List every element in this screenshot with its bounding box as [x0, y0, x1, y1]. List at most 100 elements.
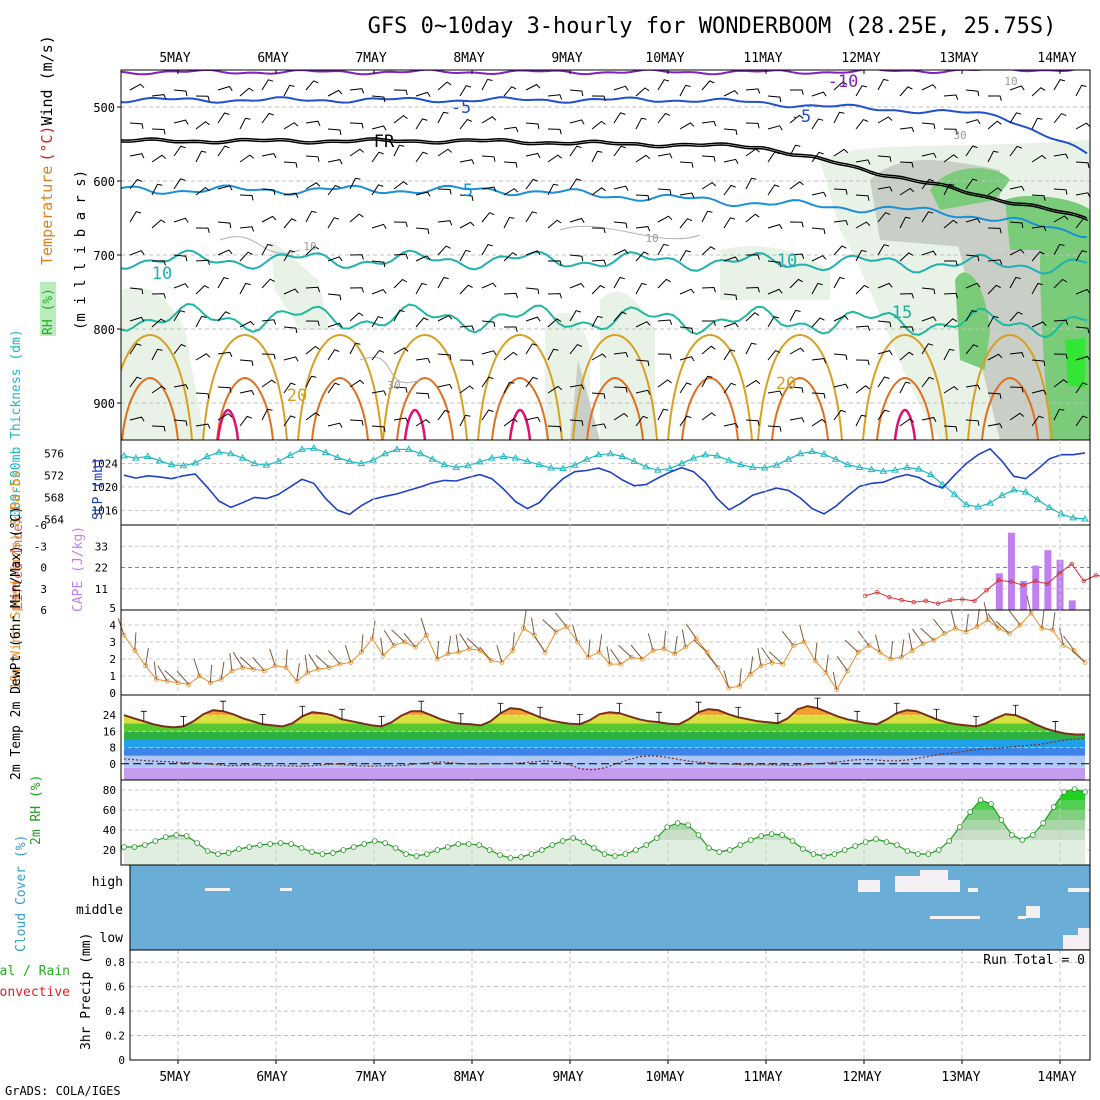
rh-shade — [720, 246, 830, 300]
minmax-bar — [1052, 721, 1059, 732]
rh-marker — [633, 847, 639, 853]
contour-20 — [202, 333, 288, 440]
wind-barb — [613, 185, 629, 191]
top-day-label: 10MAY — [645, 51, 684, 66]
bottom-day-label: 14MAY — [1037, 1070, 1076, 1085]
rh-tick: 60 — [103, 804, 116, 817]
upper-air-rh-label: RH (%) — [41, 288, 56, 335]
wind-barb — [921, 343, 934, 355]
rh-shade — [1065, 338, 1085, 388]
wind-barb — [723, 670, 730, 689]
wind-barb — [193, 658, 201, 677]
chart-title: GFS 0~10day 3-hourly for WONDERBOOM (28.… — [368, 14, 1057, 39]
rh-marker — [956, 824, 963, 830]
wind-barb — [371, 95, 386, 103]
wind-barb — [987, 392, 1002, 399]
thickness-line — [123, 447, 1086, 520]
wind-barb — [899, 418, 915, 427]
wind-barb — [415, 118, 428, 130]
wind-barb — [767, 125, 783, 131]
wind-barb — [437, 353, 452, 360]
wind-barb — [371, 125, 387, 131]
wind-barb — [855, 414, 867, 427]
wind-barb — [789, 278, 804, 289]
wind-barb — [635, 154, 651, 163]
thickness-marker — [891, 466, 900, 473]
wind-barb — [239, 87, 254, 97]
wind-barb — [173, 283, 189, 289]
wind-barb — [261, 243, 273, 256]
thickness-marker — [867, 465, 876, 473]
wind-barb — [1075, 161, 1090, 168]
upper-air-ylabel-part: Wind (m/s) — [38, 35, 56, 125]
wind-barb — [437, 188, 452, 195]
wind-barb — [663, 630, 667, 649]
wind-barb — [855, 221, 871, 229]
temp-band — [124, 747, 1085, 756]
wind-barb — [613, 386, 628, 393]
wind-barb — [767, 316, 780, 328]
thickness-marker — [760, 463, 769, 471]
wind-barb — [745, 254, 760, 260]
rh-marker — [267, 841, 274, 847]
lifted-index-marker — [1093, 573, 1099, 578]
wind-barb — [613, 145, 626, 157]
wind-barb — [635, 194, 650, 201]
rh-marker — [1082, 789, 1088, 795]
wind-barb — [723, 217, 736, 229]
wind-barb — [1053, 243, 1065, 256]
wind-barb — [283, 122, 299, 130]
cloud-cell — [280, 888, 292, 891]
bottom-day-label: 10MAY — [645, 1070, 684, 1085]
contour-label: 15 — [892, 303, 912, 323]
wind-barb — [877, 282, 893, 289]
wind-barb — [503, 161, 518, 168]
wind-barb — [327, 293, 342, 301]
minmax-bar — [695, 701, 702, 713]
wind-tick: 5 — [109, 602, 116, 615]
wind-barb — [437, 148, 453, 157]
wind-barb — [899, 351, 914, 361]
wind-barb — [1059, 627, 1064, 646]
wind-barb — [176, 670, 190, 685]
temp-band — [124, 767, 1085, 780]
wind-barb — [701, 181, 717, 190]
wind-barb — [459, 284, 473, 295]
wind-barb — [877, 155, 892, 162]
wind-barb — [1009, 248, 1025, 256]
wind-barb — [855, 249, 867, 262]
wind-barb — [987, 423, 1003, 429]
cape-bar — [1007, 532, 1015, 610]
thickness-marker — [499, 452, 508, 459]
rh-ylabel: 2m RH (%) — [29, 775, 44, 845]
wind-speed-marker — [272, 663, 278, 669]
wind-speed-marker — [650, 648, 656, 653]
wind-barb — [761, 647, 773, 663]
wind-barb — [349, 287, 364, 293]
cloud-cell — [968, 888, 978, 892]
wind-speed-marker — [931, 637, 937, 643]
wind-barb — [195, 392, 210, 399]
thickness-marker — [725, 456, 733, 463]
wind-barb — [833, 315, 849, 322]
wind-barb — [371, 184, 384, 196]
wind-barb — [361, 634, 364, 653]
rh-marker — [821, 853, 827, 859]
wind-barb — [261, 408, 273, 421]
wind-barb — [547, 385, 563, 394]
wind-barb — [151, 348, 163, 361]
wind-barb — [995, 620, 1010, 634]
rh-marker — [841, 847, 848, 853]
wind-speed-marker — [1082, 660, 1088, 665]
rh-contour — [359, 356, 421, 384]
thickness-marker — [262, 461, 271, 468]
cloud-level-label: high — [92, 875, 123, 890]
wind-barb — [283, 415, 296, 427]
wind-barb — [657, 353, 672, 360]
wind-barb — [833, 383, 849, 389]
lifted-index-marker — [984, 587, 989, 593]
rh-marker — [298, 845, 305, 851]
wind-barb — [525, 376, 538, 388]
wind-barb — [745, 286, 760, 293]
wind-barb — [547, 219, 562, 229]
